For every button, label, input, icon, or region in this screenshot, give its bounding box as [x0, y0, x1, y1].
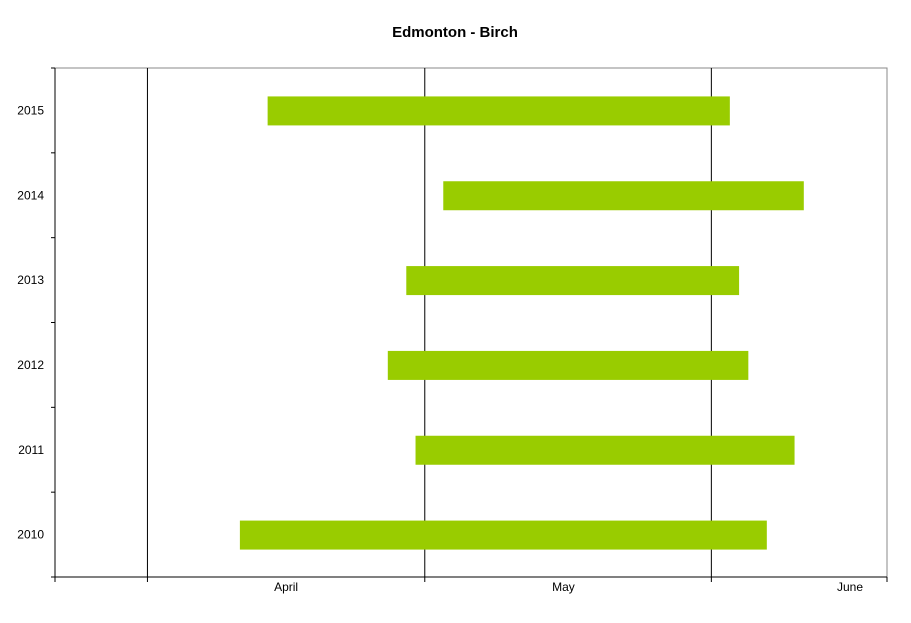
y-tick-label-2010: 2010 [17, 528, 44, 542]
y-tick-label-2013: 2013 [17, 273, 44, 287]
bar-2010 [239, 520, 767, 550]
y-tick-label-2014: 2014 [17, 188, 44, 202]
x-tick-label-june: June [837, 580, 863, 594]
plot-frame [54, 67, 888, 578]
y-tick-label-2011: 2011 [18, 443, 44, 457]
plot-area: April May June 2015 2014 2013 2012 2011 2010 [17, 67, 888, 594]
bar-2012 [387, 350, 749, 380]
y-tick-label-2015: 2015 [17, 103, 44, 117]
bar-2011 [415, 435, 795, 465]
x-tick-label-may: May [552, 580, 575, 594]
chart-title: Edmonton - Birch [392, 24, 518, 41]
bar-2013 [406, 266, 740, 296]
bar-2014 [443, 181, 804, 211]
x-tick-label-april: April [274, 580, 298, 594]
y-tick-label-2012: 2012 [17, 358, 44, 372]
bar-2015 [267, 96, 730, 126]
